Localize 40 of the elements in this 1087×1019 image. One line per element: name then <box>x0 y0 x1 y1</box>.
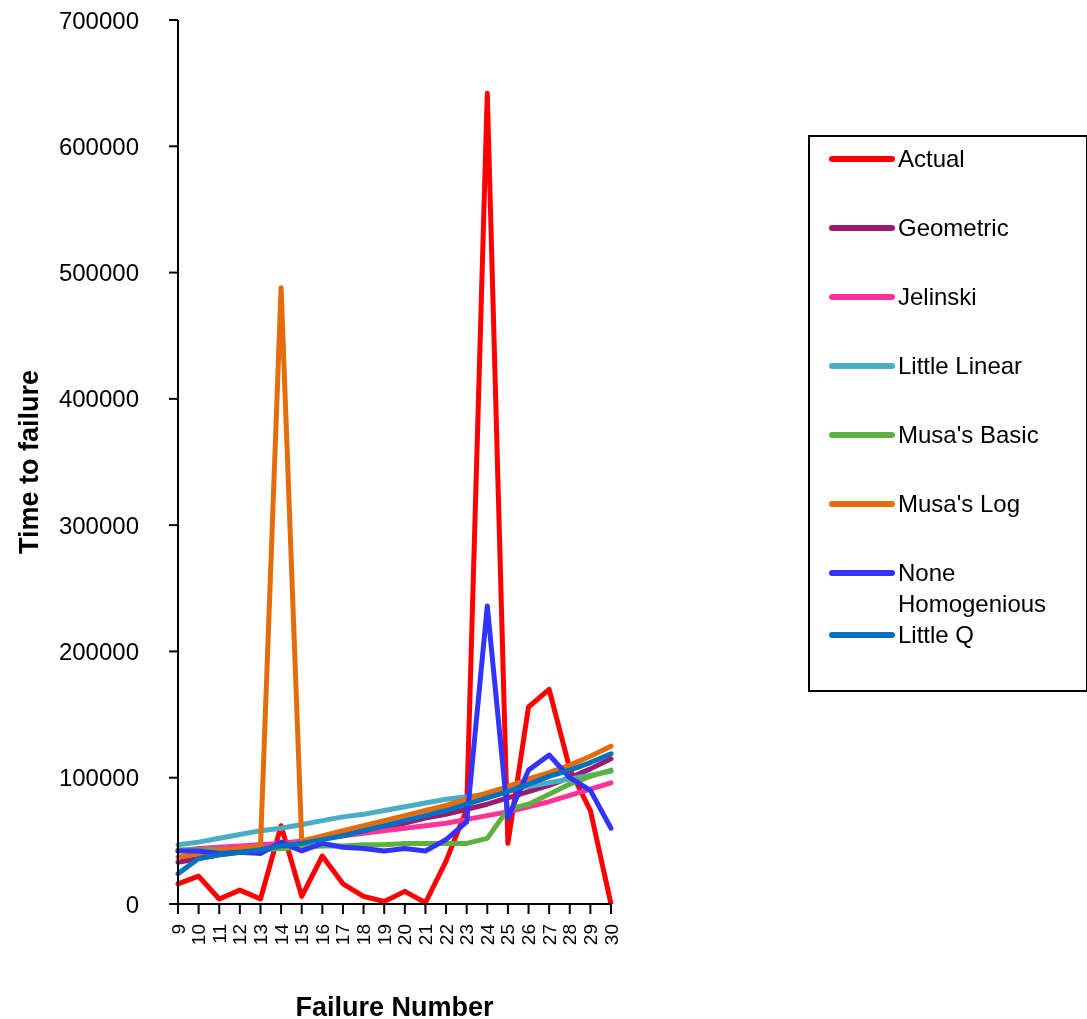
x-tick-label: 29 <box>579 924 601 946</box>
y-tick-label: 0 <box>125 890 139 918</box>
legend-label: Geometric <box>898 213 1009 243</box>
x-tick-label: 22 <box>435 924 457 946</box>
y-tick-label: 100000 <box>58 764 139 792</box>
x-axis-title: Failure Number <box>295 992 495 1019</box>
x-tick-label: 20 <box>394 924 416 946</box>
x-tick-label: 14 <box>270 923 292 946</box>
legend-label: None Homogenious <box>898 558 1048 619</box>
legend-label: Little Linear <box>898 351 1023 381</box>
y-tick-label: 500000 <box>58 259 139 287</box>
x-tick-label: 27 <box>538 924 560 946</box>
x-tick-label: 11 <box>208 924 230 944</box>
x-tick-label: 12 <box>229 924 251 946</box>
x-tick-label: 9 <box>167 924 189 935</box>
x-tick-label: 13 <box>249 924 271 946</box>
x-tick-label: 30 <box>600 924 622 946</box>
x-tick-label: 19 <box>373 924 395 946</box>
legend-label: Jelinski <box>898 282 977 312</box>
x-tick-label: 16 <box>311 924 333 946</box>
x-tick-label: 17 <box>332 924 354 946</box>
x-tick-label: 24 <box>476 923 498 946</box>
y-tick-label: 600000 <box>58 132 139 160</box>
x-tick-label: 26 <box>518 924 540 946</box>
legend-label: Musa's Log <box>898 489 1020 519</box>
x-tick-label: 21 <box>414 924 436 946</box>
y-tick-label: 300000 <box>58 511 139 539</box>
x-tick-label: 15 <box>291 924 313 946</box>
y-axis-title: Time to failure <box>13 369 44 555</box>
x-tick-label: 25 <box>497 924 519 946</box>
y-tick-label: 700000 <box>58 6 139 34</box>
legend-label: Actual <box>898 144 965 174</box>
y-tick-label: 400000 <box>58 385 139 413</box>
legend-label: Little Q <box>898 620 975 650</box>
y-tick-label: 200000 <box>58 637 139 665</box>
legend-label: Musa's Basic <box>898 420 1039 450</box>
x-tick-label: 18 <box>353 924 375 946</box>
x-tick-label: 23 <box>456 924 478 946</box>
x-tick-label: 10 <box>188 924 210 946</box>
x-tick-label: 28 <box>559 924 581 946</box>
